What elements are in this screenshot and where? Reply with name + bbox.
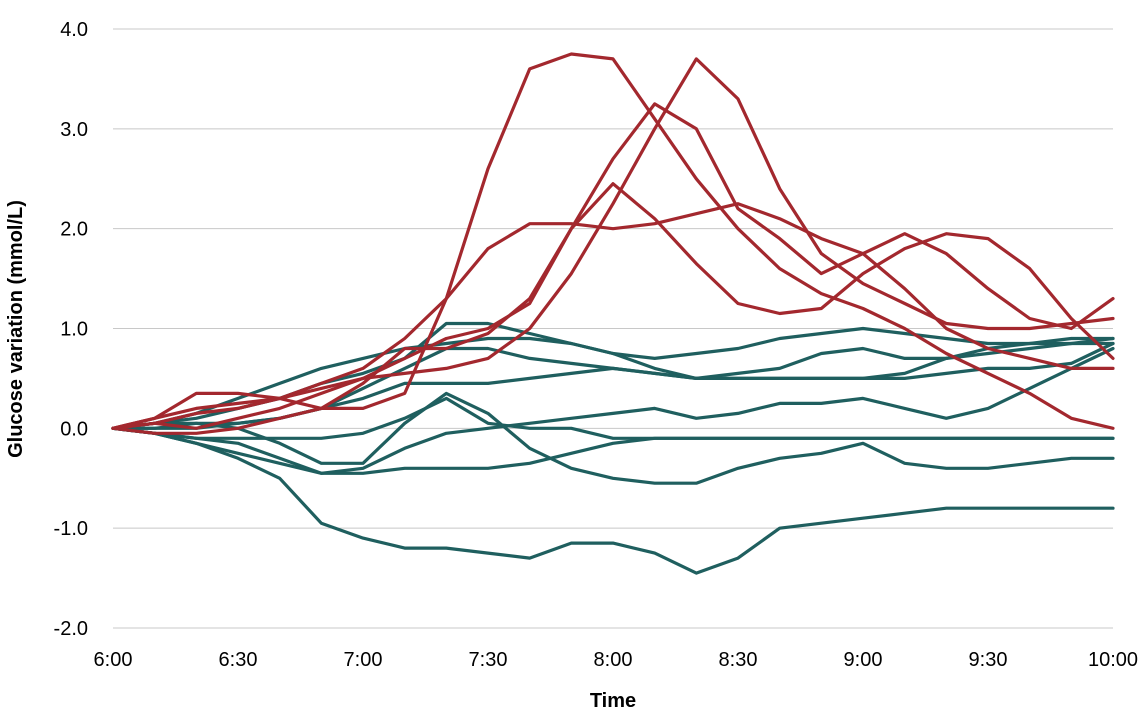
series-line-high — [111, 202, 1115, 430]
x-tick-label: 8:00 — [594, 649, 633, 671]
y-axis-ticks: -2.0 -1.0 0.0 1.0 2.0 3.0 4.0 — [54, 19, 88, 640]
x-axis-ticks: 6:00 6:30 7:00 7:30 8:00 8:30 9:00 9:30 10:00 — [94, 649, 1139, 671]
series-line-low — [111, 346, 1115, 475]
series-line-low — [111, 426, 1115, 475]
series-line-low — [111, 426, 1115, 575]
series-line-low — [111, 396, 1115, 440]
y-tick-label: 3.0 — [60, 119, 88, 141]
y-tick-label: 0.0 — [60, 418, 88, 440]
series-line-high — [111, 57, 1115, 430]
x-tick-label: 9:30 — [969, 649, 1008, 671]
y-axis-title: Glucose variation (mmol/L) — [5, 200, 27, 458]
y-tick-label: -1.0 — [54, 518, 88, 540]
x-tick-label: 6:30 — [219, 649, 258, 671]
x-tick-label: 8:30 — [719, 649, 758, 671]
y-tick-label: 2.0 — [60, 219, 88, 241]
x-tick-label: 7:00 — [344, 649, 383, 671]
y-tick-label: -2.0 — [54, 618, 88, 640]
y-tick-label: 4.0 — [60, 19, 88, 41]
x-axis-title: Time — [590, 690, 636, 712]
series-line-high — [111, 182, 1115, 430]
x-tick-label: 9:00 — [844, 649, 883, 671]
y-tick-label: 1.0 — [60, 319, 88, 341]
series-line-low — [111, 391, 1115, 485]
series-layer — [111, 52, 1115, 575]
x-tick-label: 7:30 — [469, 649, 508, 671]
series-line-high — [111, 102, 1115, 435]
gridlines — [113, 28, 1113, 629]
x-tick-label: 6:00 — [94, 649, 133, 671]
x-tick-label: 10:00 — [1088, 649, 1138, 671]
